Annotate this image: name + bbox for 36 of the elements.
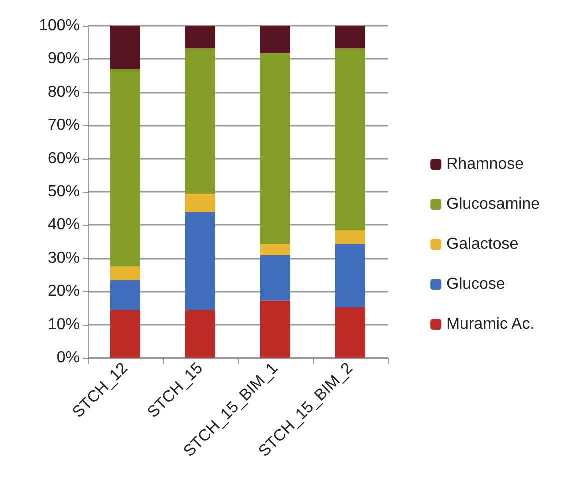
bar	[260, 244, 290, 256]
bar	[110, 310, 140, 358]
y-tick-label: 40%	[48, 216, 80, 234]
bar	[186, 310, 216, 358]
bar	[336, 230, 366, 244]
y-tick-label: 0%	[56, 350, 80, 366]
bar	[260, 26, 290, 54]
legend-label: Muramic Ac.	[446, 316, 535, 333]
bar	[336, 244, 366, 308]
legend-label: Rhamnose	[446, 156, 524, 173]
legend-label: Glucosamine	[446, 196, 540, 213]
bar	[110, 26, 140, 70]
y-tick-label: 30%	[48, 250, 80, 267]
bar	[110, 266, 140, 280]
bar	[336, 26, 366, 49]
bar	[110, 280, 140, 310]
y-tick-label: 60%	[48, 150, 80, 168]
y-tick-label: 10%	[48, 316, 80, 334]
y-tick-label: 80%	[48, 84, 80, 101]
y-tick-label: 20%	[48, 283, 80, 300]
bar	[186, 194, 216, 212]
y-tick-label: 50%	[48, 184, 80, 200]
bar	[186, 212, 216, 310]
bar	[336, 308, 366, 358]
y-tick-label: 100%	[39, 18, 80, 34]
bar	[186, 48, 216, 194]
bar	[110, 69, 140, 267]
y-tick-label: 90%	[48, 50, 80, 68]
legend-label: Galactose	[446, 236, 519, 253]
bar	[260, 255, 290, 301]
legend-label: Glucose	[446, 276, 506, 293]
bar	[186, 26, 216, 49]
y-tick-label: 70%	[48, 117, 80, 134]
bar	[260, 53, 290, 244]
bar	[260, 300, 290, 358]
bar	[336, 48, 366, 231]
